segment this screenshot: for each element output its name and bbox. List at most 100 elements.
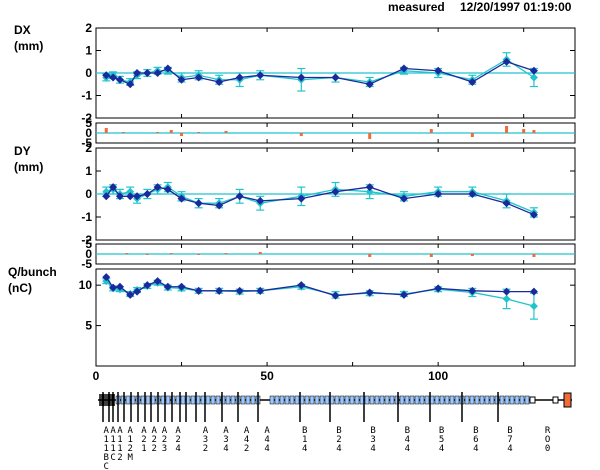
data-point <box>399 64 408 73</box>
magnet <box>170 395 176 405</box>
y-tick-label: -1 <box>81 89 92 103</box>
magnet <box>364 395 370 405</box>
element-label: A <box>175 426 181 436</box>
data-point <box>365 183 374 192</box>
magnet <box>389 395 395 405</box>
y-tick-label: 0 <box>85 187 92 201</box>
data-point <box>297 281 306 290</box>
diff-bar <box>470 133 474 137</box>
element-label: 0 <box>545 444 550 454</box>
diff-bar <box>522 129 526 133</box>
diff-bar <box>429 254 433 257</box>
data-point <box>153 183 162 192</box>
element-label: 3 <box>162 444 167 454</box>
element-label: 4 <box>473 444 478 454</box>
element-label: 4 <box>405 444 410 454</box>
diff-bar <box>121 132 125 133</box>
data-point <box>194 199 203 208</box>
y-tick-label: 0 <box>85 126 92 140</box>
element-label: 6 <box>473 435 478 445</box>
element-label: 1 <box>141 444 146 454</box>
magnet <box>524 395 530 405</box>
magnet <box>339 395 345 405</box>
data-point <box>365 288 374 297</box>
diff-bar <box>104 128 108 133</box>
data-point <box>109 73 118 82</box>
element-label: 1 <box>110 444 115 454</box>
magnet <box>220 395 226 405</box>
magnet <box>309 395 315 405</box>
diff-bar <box>197 254 201 255</box>
magnet <box>289 395 295 405</box>
element-label: 1 <box>110 435 115 445</box>
element-label: 1 <box>104 444 109 454</box>
element-label: 4 <box>405 435 410 445</box>
magnet <box>205 395 211 405</box>
element-label: B <box>104 453 109 463</box>
data-point <box>434 190 443 198</box>
element-label: B <box>439 426 444 436</box>
plot-frame <box>95 268 576 367</box>
magnet <box>349 395 355 405</box>
diff-bar <box>532 254 536 257</box>
x-tick-label: 0 <box>93 369 100 383</box>
data-point <box>115 192 124 201</box>
magnet <box>304 395 310 405</box>
element-label: A <box>128 426 134 436</box>
magnet <box>484 395 490 405</box>
magnet <box>284 395 290 405</box>
magnet <box>414 395 420 405</box>
x-tick-label: 100 <box>428 369 448 383</box>
magnet <box>190 395 196 405</box>
y-axis-label: (mm) <box>14 39 43 53</box>
data-point <box>133 287 142 296</box>
magnet <box>499 395 505 405</box>
y-tick-label: 2 <box>85 21 92 35</box>
magnet <box>250 395 256 405</box>
element-label: 2 <box>336 435 341 445</box>
y-tick-label: 0 <box>85 247 92 261</box>
element-label: 2 <box>244 444 249 454</box>
element-label: A <box>117 426 123 436</box>
element-label: 7 <box>507 435 512 445</box>
magnet <box>324 395 330 405</box>
element-label: A <box>223 426 229 436</box>
data-point <box>163 282 172 291</box>
mode-label: measured <box>388 0 445 14</box>
data-point <box>399 290 408 299</box>
magnet <box>274 395 280 405</box>
magnet <box>449 395 455 405</box>
data-point <box>143 281 152 290</box>
data-point <box>468 78 477 86</box>
data-point <box>215 286 224 295</box>
magnet <box>404 395 410 405</box>
data-point <box>297 73 306 82</box>
element-label: 2 <box>128 444 133 454</box>
element-label: C <box>110 453 115 463</box>
diff-bar <box>169 130 173 133</box>
magnet <box>504 395 510 405</box>
element-label: B <box>405 426 410 436</box>
magnet <box>210 395 216 405</box>
data-point <box>177 282 186 291</box>
y-tick-label: -2 <box>81 111 92 125</box>
panel-q: 5 10 Q/bunch (nC) <box>8 265 576 367</box>
element-label: 4 <box>370 444 375 454</box>
y-tick-label: 0 <box>85 66 92 80</box>
element-label: 2 <box>151 444 156 454</box>
magnet <box>334 395 340 405</box>
end-marker <box>529 396 536 404</box>
y-axis-label: DX <box>14 23 31 37</box>
element-label: 2 <box>151 435 156 445</box>
data-point <box>153 277 162 286</box>
diff-bar <box>470 254 474 256</box>
data-point <box>399 194 408 203</box>
magnet <box>125 395 131 405</box>
magnet <box>424 395 430 405</box>
y-tick-label: -2 <box>81 233 92 247</box>
y-tick-label: 5 <box>85 319 92 333</box>
diff-bar <box>532 130 536 133</box>
data-point <box>115 75 124 84</box>
timestamp: 12/20/1997 01:19:00 <box>460 0 572 14</box>
magnet <box>444 395 450 405</box>
